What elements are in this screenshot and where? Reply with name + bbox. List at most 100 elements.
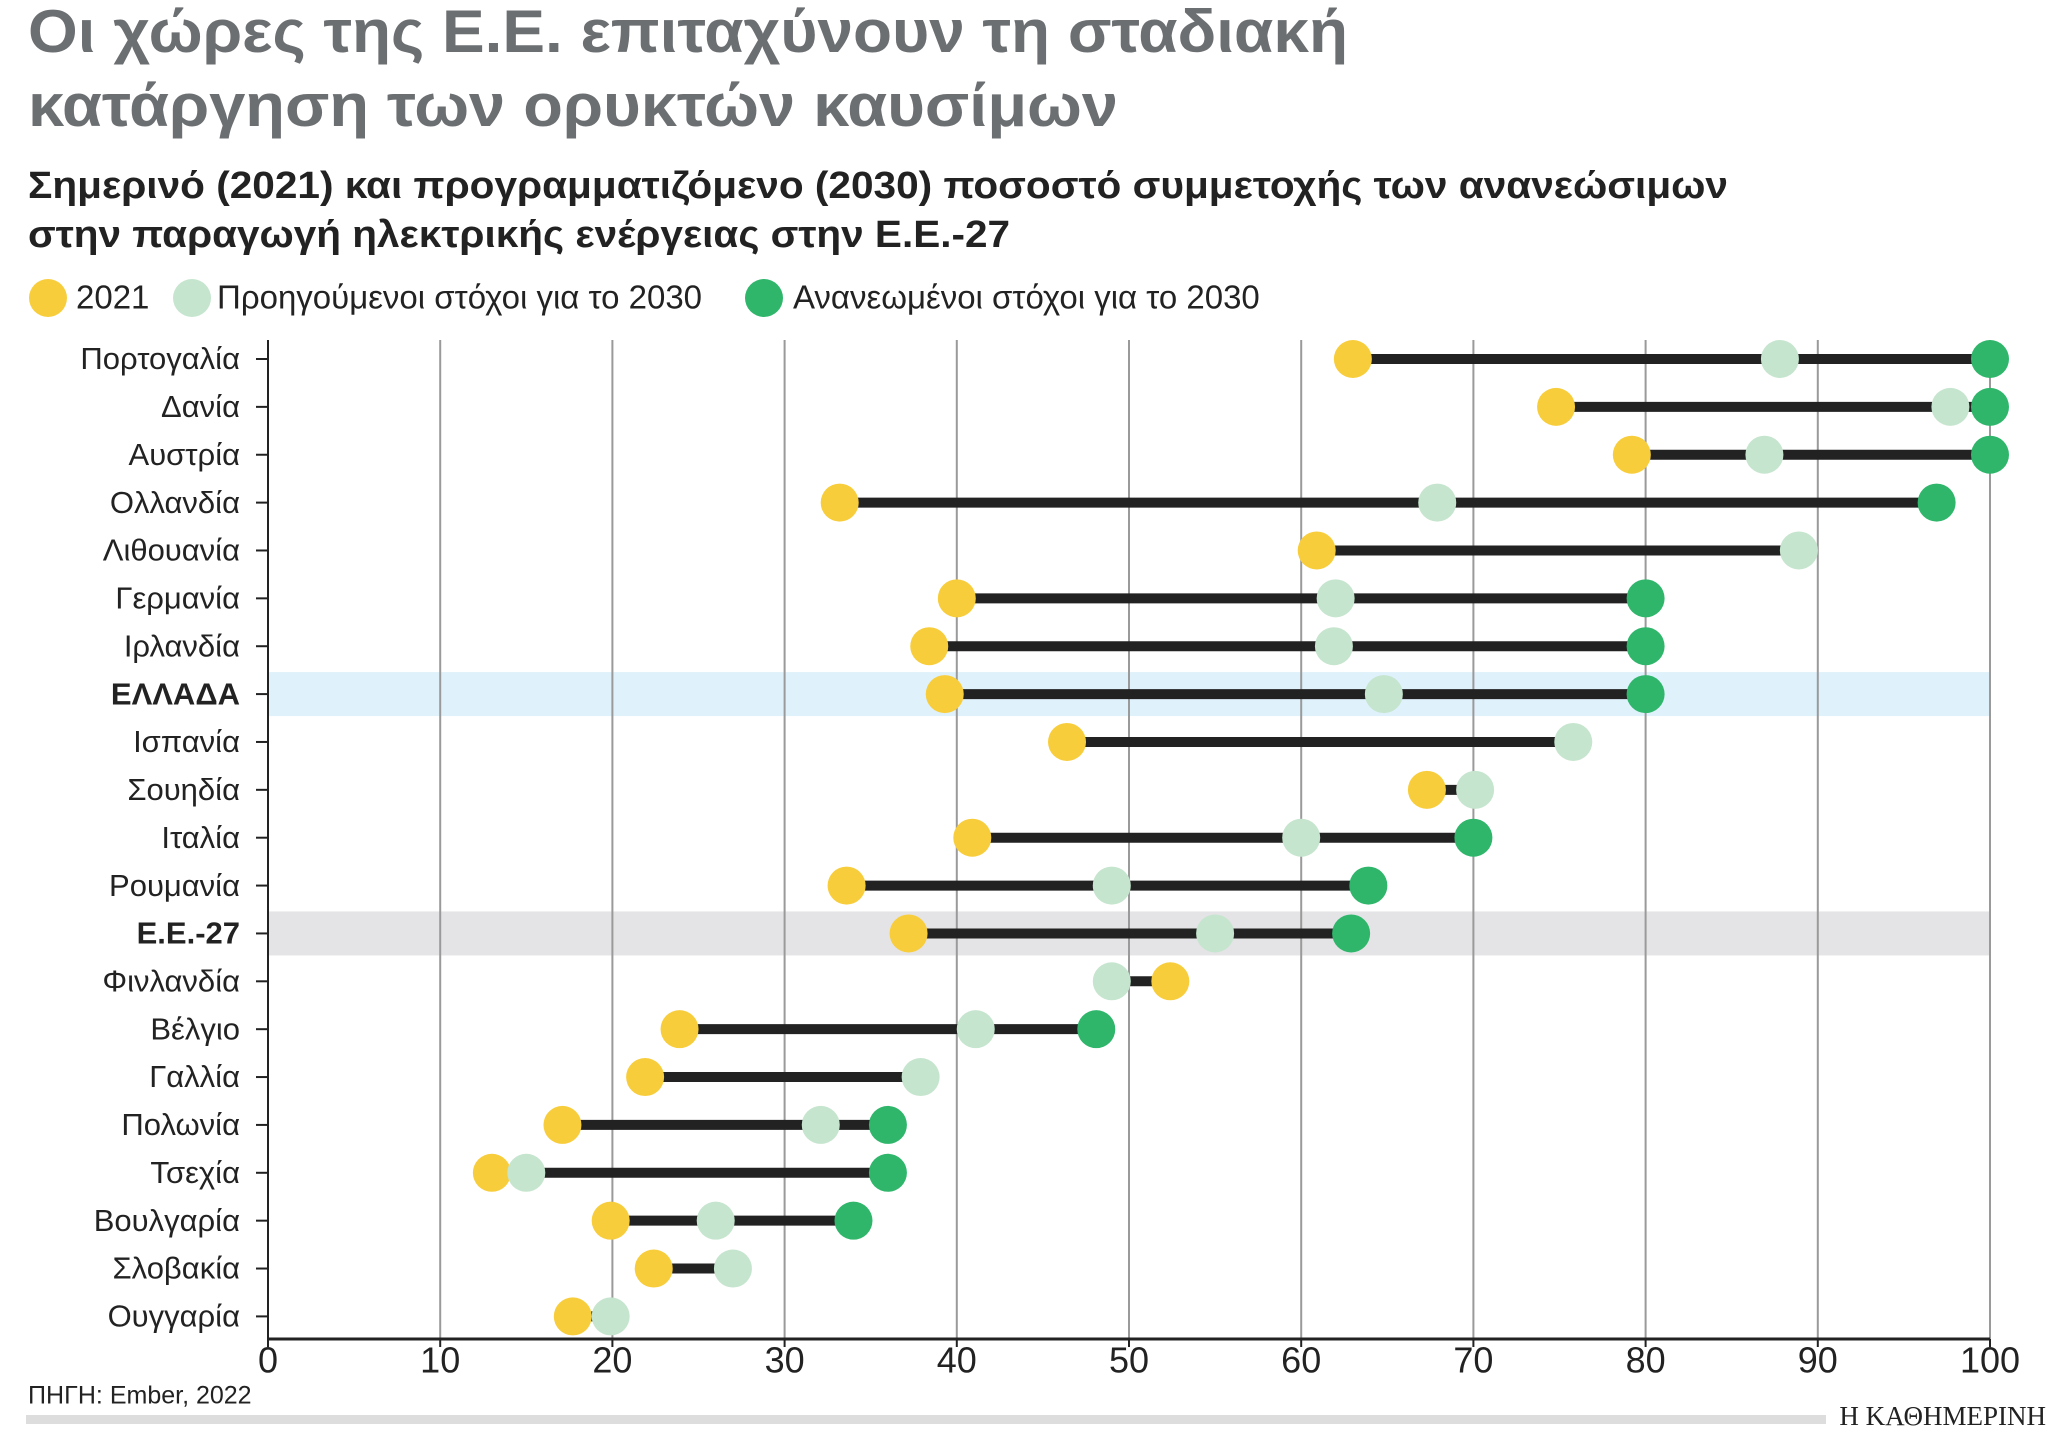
y-tick-label: Γαλλία (149, 1059, 240, 1094)
dot (1760, 340, 1799, 378)
y-tick-label: Λιθουανία (103, 533, 240, 568)
dot (472, 1153, 511, 1192)
dot (1077, 1010, 1116, 1049)
legend-label: 2021 (76, 279, 149, 316)
dot (901, 1058, 940, 1097)
chart-subtitle: Σημερινό (2021) και προγραμματιζόμενο (2… (28, 165, 1728, 207)
dot (827, 866, 866, 905)
dot (1626, 627, 1665, 666)
dot (543, 1105, 582, 1144)
legend-swatch (745, 279, 783, 317)
dot (713, 1249, 752, 1288)
y-tick-label: Γερμανία (115, 581, 240, 616)
dot (1092, 866, 1131, 905)
dot (1626, 675, 1665, 714)
dot (1454, 818, 1493, 857)
legend-label: Προηγούμενοι στόχοι για το 2030 (217, 279, 702, 316)
x-tick-label: 20 (592, 1340, 632, 1381)
dot (925, 675, 964, 714)
dot (1418, 483, 1457, 522)
dot (953, 818, 992, 857)
dot (626, 1058, 665, 1097)
dot (1048, 722, 1087, 761)
dot (1554, 722, 1593, 761)
dot (660, 1010, 699, 1049)
dot (1612, 435, 1651, 474)
y-tick-label: Ρουμανία (109, 868, 240, 903)
dot (1971, 435, 2009, 474)
dot (591, 1201, 630, 1240)
dot (1332, 914, 1371, 953)
dot (1407, 770, 1446, 809)
dot (1349, 866, 1388, 905)
dot (591, 1297, 630, 1336)
dot (889, 914, 928, 953)
footer-bar (26, 1415, 1826, 1424)
x-tick-label: 40 (937, 1340, 977, 1381)
dot (910, 627, 949, 666)
dot (834, 1201, 873, 1240)
dot (1297, 531, 1336, 570)
dot (868, 1153, 907, 1192)
chart-title: Οι χώρες της Ε.Ε. επιταχύνουν τη σταδιακ… (28, 0, 1348, 65)
x-tick-label: 80 (1626, 1340, 1666, 1381)
publisher: Η ΚΑΘΗΜΕΡΙΝΗ (1839, 1401, 2046, 1431)
y-tick-label: Τσεχία (150, 1155, 240, 1190)
dot (1196, 914, 1235, 953)
dot (1316, 579, 1355, 618)
dot (1314, 627, 1353, 666)
dot (553, 1297, 592, 1336)
y-tick-label: Ιταλία (161, 820, 240, 855)
dot (1151, 962, 1190, 1001)
y-tick-label: Αυστρία (129, 437, 241, 472)
dot (1364, 675, 1403, 714)
x-tick-label: 100 (1960, 1340, 2020, 1381)
dot (868, 1105, 907, 1144)
x-tick-label: 70 (1453, 1340, 1493, 1381)
x-tick-label: 90 (1798, 1340, 1838, 1381)
legend-label: Ανανεωμένοι στόχοι για το 2030 (793, 279, 1260, 316)
y-tick-label: Ουγγαρία (108, 1299, 241, 1334)
dot (1456, 770, 1495, 809)
dot (507, 1153, 546, 1192)
dot (1917, 483, 1956, 522)
x-tick-label: 50 (1109, 1340, 1149, 1381)
y-tick-label: Ιρλανδία (124, 628, 240, 663)
legend-swatch (29, 279, 67, 317)
dot (1537, 387, 1576, 426)
dot (1971, 340, 2009, 378)
x-tick-label: 10 (420, 1340, 460, 1381)
dot (1745, 435, 1784, 474)
y-tick-label: Βέλγιο (150, 1011, 240, 1046)
dot (634, 1249, 673, 1288)
x-tick-label: 0 (258, 1340, 278, 1381)
x-tick-label: 60 (1281, 1340, 1321, 1381)
dot (956, 1010, 995, 1049)
chart-title: κατάργηση των ορυκτών καυσίμων (28, 72, 1118, 139)
dot (1626, 579, 1665, 618)
dot (1333, 340, 1372, 378)
x-tick-label: 30 (765, 1340, 805, 1381)
dot (1282, 818, 1321, 857)
dot (1971, 387, 2009, 426)
y-tick-label: Πολωνία (121, 1107, 240, 1142)
dot (1092, 962, 1131, 1001)
dot (937, 579, 976, 618)
y-tick-label: ΕΛΛΑΔΑ (111, 676, 240, 711)
dot (1931, 387, 1970, 426)
y-tick-label: Βουλγαρία (94, 1203, 240, 1238)
dot (801, 1105, 840, 1144)
y-tick-label: Ισπανία (133, 724, 240, 759)
dot (1779, 531, 1818, 570)
dot (696, 1201, 735, 1240)
y-tick-label: Ολλανδία (110, 485, 240, 520)
y-tick-label: Σουηδία (127, 772, 240, 807)
y-tick-label: Σλοβακία (113, 1251, 241, 1286)
y-tick-label: Ε.Ε.-27 (137, 916, 240, 951)
dot (820, 483, 859, 522)
y-tick-label: Δανία (161, 389, 240, 424)
legend-swatch (173, 279, 211, 317)
source: ΠΗΓΗ: Ember, 2022 (28, 1382, 252, 1410)
chart-subtitle: στην παραγωγή ηλεκτρικής ενέργειας στην … (28, 214, 1010, 256)
